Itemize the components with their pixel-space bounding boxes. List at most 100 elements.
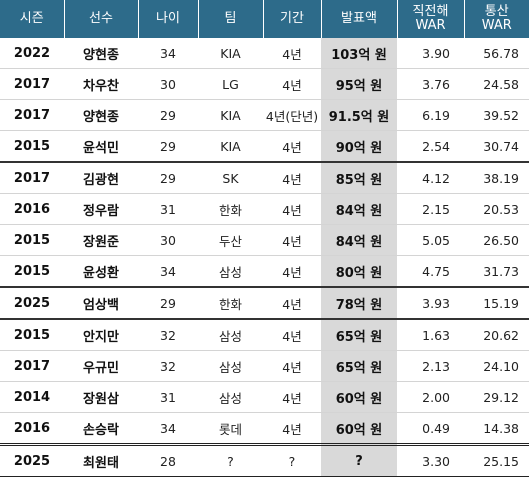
- cell-prev-war: 2.00: [397, 381, 464, 413]
- cell-period: 4년: [263, 350, 321, 382]
- table-row: 2015 윤성환 34 삼성 4년 80억 원 4.75 31.73: [0, 255, 529, 288]
- table-row: 2016 정우람 31 한화 4년 84억 원 2.15 20.53: [0, 193, 529, 225]
- cell-total-war: 15.19: [464, 287, 529, 320]
- cell-period: 4년: [263, 162, 321, 194]
- cell-age: 30: [138, 68, 198, 100]
- cell-amount: 84억 원: [321, 193, 397, 225]
- table-row: 2014 장원삼 31 삼성 4년 60억 원 2.00 29.12: [0, 381, 529, 413]
- cell-prev-war: 2.54: [397, 130, 464, 163]
- cell-amount: 85억 원: [321, 162, 397, 194]
- cell-season: 2016: [0, 412, 64, 446]
- cell-player: 안지만: [64, 319, 138, 351]
- cell-season: 2015: [0, 255, 64, 288]
- cell-amount: 90억 원: [321, 130, 397, 163]
- header-prev-war-line2: WAR: [415, 18, 446, 33]
- header-total-war-line2: WAR: [481, 18, 512, 33]
- table-row: 2015 안지만 32 삼성 4년 65억 원 1.63 20.62: [0, 319, 529, 351]
- header-team: 팀: [197, 0, 263, 38]
- cell-period: 4년: [263, 68, 321, 100]
- cell-age: 34: [138, 38, 198, 69]
- table-row: 2025 최원태 28 ? ? ? 3.30 25.15: [0, 444, 529, 477]
- cell-season: 2017: [0, 99, 64, 131]
- cell-team: 삼성: [198, 350, 263, 382]
- cell-amount: 91.5억 원: [321, 99, 397, 131]
- cell-period: 4년(단년): [263, 99, 321, 131]
- table-row: 2017 차우찬 30 LG 4년 95억 원 3.76 24.58: [0, 68, 529, 100]
- cell-season: 2017: [0, 68, 64, 100]
- table-row: 2017 양현종 29 KIA 4년(단년) 91.5억 원 6.19 39.5…: [0, 99, 529, 131]
- cell-age: 32: [138, 319, 198, 351]
- cell-period: 4년: [263, 319, 321, 351]
- cell-season: 2015: [0, 319, 64, 351]
- cell-total-war: 29.12: [464, 381, 529, 413]
- cell-prev-war: 0.49: [397, 412, 464, 446]
- cell-player: 장원준: [64, 224, 138, 256]
- cell-total-war: 20.62: [464, 319, 529, 351]
- cell-total-war: 25.15: [464, 444, 529, 477]
- cell-period: 4년: [263, 130, 321, 163]
- cell-prev-war: 6.19: [397, 99, 464, 131]
- cell-team: 두산: [198, 224, 263, 256]
- cell-prev-war: 3.93: [397, 287, 464, 320]
- cell-amount: 78억 원: [321, 287, 397, 320]
- cell-age: 30: [138, 224, 198, 256]
- cell-team: 삼성: [198, 381, 263, 413]
- cell-total-war: 56.78: [464, 38, 529, 69]
- cell-prev-war: 2.15: [397, 193, 464, 225]
- cell-player: 차우찬: [64, 68, 138, 100]
- cell-total-war: 26.50: [464, 224, 529, 256]
- table-row: 2022 양현종 34 KIA 4년 103억 원 3.90 56.78: [0, 38, 529, 69]
- cell-prev-war: 1.63: [397, 319, 464, 351]
- cell-team: 삼성: [198, 319, 263, 351]
- cell-team: 한화: [198, 193, 263, 225]
- cell-player: 장원삼: [64, 381, 138, 413]
- cell-total-war: 20.53: [464, 193, 529, 225]
- cell-prev-war: 5.05: [397, 224, 464, 256]
- cell-team: KIA: [198, 38, 263, 69]
- header-amount: 발표액: [320, 0, 397, 38]
- cell-team: SK: [198, 162, 263, 194]
- cell-team: LG: [198, 68, 263, 100]
- table-row: 2017 우규민 32 삼성 4년 65억 원 2.13 24.10: [0, 350, 529, 382]
- cell-team: 한화: [198, 287, 263, 320]
- table-row: 2025 엄상백 29 한화 4년 78억 원 3.93 15.19: [0, 287, 529, 320]
- cell-age: 29: [138, 130, 198, 163]
- cell-player: 엄상백: [64, 287, 138, 320]
- cell-period: 4년: [263, 412, 321, 446]
- cell-team: 삼성: [198, 255, 263, 288]
- cell-prev-war: 3.76: [397, 68, 464, 100]
- cell-team: KIA: [198, 130, 263, 163]
- cell-age: 34: [138, 412, 198, 446]
- table-row: 2015 장원준 30 두산 4년 84억 원 5.05 26.50: [0, 224, 529, 256]
- cell-total-war: 38.19: [464, 162, 529, 194]
- cell-amount: 80억 원: [321, 255, 397, 288]
- cell-period: 4년: [263, 287, 321, 320]
- cell-age: 31: [138, 193, 198, 225]
- cell-season: 2025: [0, 287, 64, 320]
- cell-period: ?: [263, 444, 321, 477]
- cell-player: 김광현: [64, 162, 138, 194]
- cell-age: 29: [138, 99, 198, 131]
- cell-player: 양현종: [64, 99, 138, 131]
- cell-amount: 84억 원: [321, 224, 397, 256]
- cell-team: ?: [198, 444, 263, 477]
- cell-season: 2014: [0, 381, 64, 413]
- cell-season: 2015: [0, 224, 64, 256]
- cell-amount: 65억 원: [321, 319, 397, 351]
- table-row: 2016 손승락 34 롯데 4년 60억 원 0.49 14.38: [0, 412, 529, 446]
- cell-period: 4년: [263, 224, 321, 256]
- cell-age: 31: [138, 381, 198, 413]
- table-body: 2022 양현종 34 KIA 4년 103억 원 3.90 56.78 201…: [0, 38, 529, 477]
- cell-season: 2017: [0, 350, 64, 382]
- cell-prev-war: 3.30: [397, 444, 464, 477]
- cell-total-war: 24.58: [464, 68, 529, 100]
- cell-player: 우규민: [64, 350, 138, 382]
- cell-amount: 103억 원: [321, 38, 397, 69]
- cell-season: 2022: [0, 38, 64, 69]
- cell-amount: 95억 원: [321, 68, 397, 100]
- cell-total-war: 39.52: [464, 99, 529, 131]
- cell-amount: 60억 원: [321, 412, 397, 446]
- cell-age: 28: [138, 444, 198, 477]
- header-total-war: 통산 WAR: [463, 0, 529, 38]
